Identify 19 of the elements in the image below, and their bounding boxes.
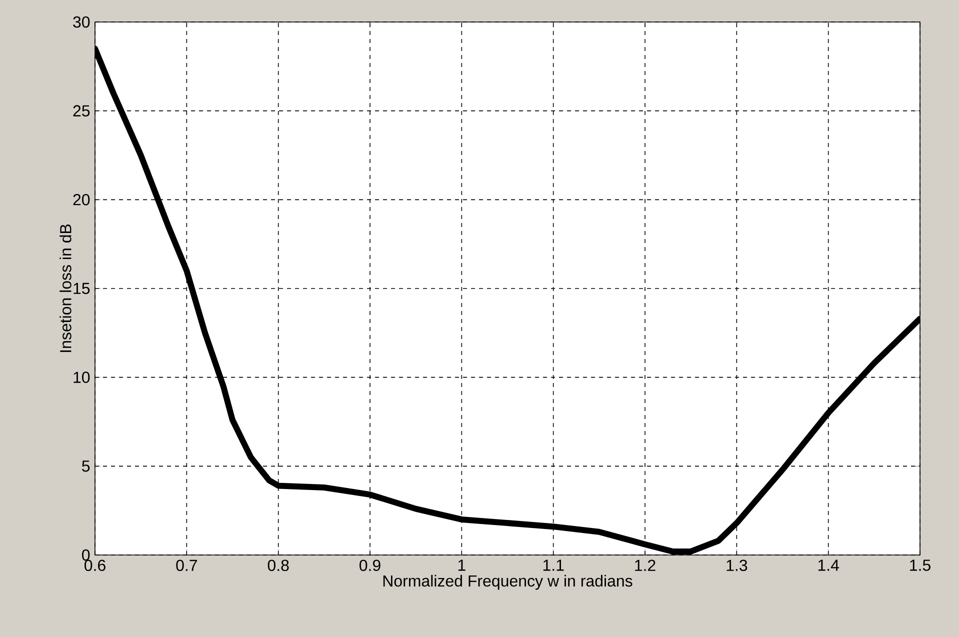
y-tick-label: 20 <box>73 194 90 206</box>
x-tick-label: 0.9 <box>360 560 380 572</box>
x-tick-label: 1.2 <box>635 560 656 571</box>
x-tick-label: 1.3 <box>726 560 748 572</box>
y-axis-title: Insetion loss in dB <box>60 224 72 352</box>
x-tick-label: 0.7 <box>176 560 197 572</box>
y-tick-label: 0 <box>82 549 90 561</box>
y-tick-label: 10 <box>74 372 90 383</box>
x-tick-label: 1 <box>458 560 466 571</box>
x-tick-label: 0.6 <box>84 560 106 572</box>
x-tick-label: 0.8 <box>268 560 289 572</box>
y-tick-label: 25 <box>73 105 90 116</box>
y-tick-label: 5 <box>82 460 90 472</box>
x-tick-label: 1.5 <box>910 560 930 571</box>
x-axis-title: Normalized Frequency w in radians <box>383 574 632 590</box>
y-tick-label: 30 <box>73 16 90 28</box>
y-tick-label: 15 <box>74 282 90 294</box>
x-tick-label: 1.4 <box>818 560 839 571</box>
x-tick-label: 1.1 <box>543 560 564 571</box>
